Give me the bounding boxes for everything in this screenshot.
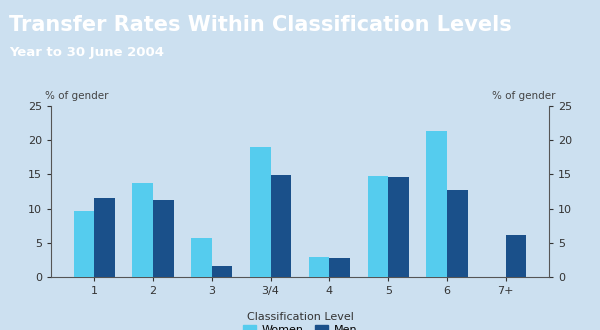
Bar — [388, 177, 409, 277]
Text: Classification Level: Classification Level — [247, 312, 353, 322]
Text: Year to 30 June 2004: Year to 30 June 2004 — [9, 46, 164, 59]
Bar — [212, 266, 232, 277]
Bar — [506, 235, 526, 277]
Bar — [427, 131, 447, 277]
Bar — [74, 211, 94, 277]
Bar — [250, 147, 271, 277]
Legend: Women, Men: Women, Men — [238, 320, 362, 330]
Bar — [329, 258, 350, 277]
Text: % of gender: % of gender — [491, 91, 555, 101]
Bar — [368, 176, 388, 277]
Bar — [309, 257, 329, 277]
Bar — [133, 183, 153, 277]
Bar — [94, 198, 115, 277]
Bar — [153, 200, 173, 277]
Bar — [271, 175, 291, 277]
Text: Transfer Rates Within Classification Levels: Transfer Rates Within Classification Lev… — [9, 15, 512, 35]
Bar — [191, 238, 212, 277]
Text: % of gender: % of gender — [45, 91, 109, 101]
Bar — [447, 190, 467, 277]
